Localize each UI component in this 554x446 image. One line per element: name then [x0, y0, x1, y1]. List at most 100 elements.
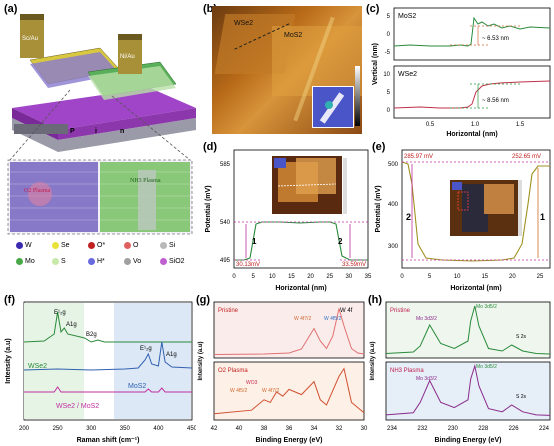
f-wse2-label: WSe2: [28, 363, 47, 370]
panel-label-c: (c): [366, 3, 380, 15]
g-series-line-1: [213, 367, 365, 415]
legend-item-0: W: [16, 242, 32, 249]
ni-au-label: Ni/Au: [120, 54, 135, 60]
d-xticks-label-6: 30: [346, 274, 353, 280]
sc-au-label: Sc/Au: [22, 36, 38, 42]
e-region-2: 2: [406, 212, 411, 222]
c-bottom-ytick-2: 0: [387, 108, 391, 114]
ni-au-contact: [118, 34, 142, 74]
legend-label: W: [25, 242, 32, 249]
legend-label: O: [133, 242, 139, 249]
g-bottom-name: O2 Plasma: [218, 368, 248, 374]
f-xticks-label-2: 300: [86, 426, 97, 432]
f-xticks-label-3: 350: [120, 426, 131, 432]
g-top-sub1: W 4f7/2: [294, 316, 311, 322]
f-e2g-mos2: E¹₂g: [140, 346, 152, 352]
e-xticks-label-1: 5: [428, 274, 432, 280]
c-bottom-ytick-0: 10: [383, 72, 390, 78]
f-a1g-wse2: A1g: [66, 322, 77, 328]
d-ytick-2: 495: [220, 258, 231, 264]
c-xtick-2: 1.5: [516, 122, 525, 128]
panel-a-device-schematic: P i n Sc/Au Ni/Au O2 Plasma NH3 Plasma: [7, 14, 196, 235]
sio2-layer: [12, 88, 196, 130]
n-region-label: n: [120, 128, 124, 135]
legend-swatch: [52, 242, 59, 249]
d-ann-right: 33.59mV: [342, 262, 366, 268]
panel-e-kpfm-profile: 2 1 285.97 mV 252.65 mV 500 400 300 0 5 10…: [375, 149, 551, 292]
h-series-line-1: [385, 364, 551, 416]
legend-item-7: H*: [88, 258, 105, 265]
f-mos2-label: MoS2: [128, 383, 146, 390]
legend-item-9: SiO2: [160, 258, 185, 265]
e-region-1: 1: [540, 212, 545, 222]
h-xticks-label-4: 226: [509, 426, 520, 432]
h-bottom-mo52: Mo 3d5/2: [476, 364, 497, 370]
legend-label: Si: [169, 242, 176, 249]
b-inset: [312, 86, 354, 128]
d-xticks-label-5: 25: [326, 274, 333, 280]
legend-label: Se: [61, 242, 70, 249]
panel-d-kpfm-profile: 1 2 30.13mV 33.59mV 585 540 495 0 5 10 15 20…: [205, 149, 372, 292]
d-ytick-1: 540: [220, 220, 231, 226]
g-bottom-sub3: W 4f7/2: [262, 388, 279, 394]
h-bottom-axes: [385, 361, 551, 421]
d-xticks-label-2: 10: [269, 274, 276, 280]
legend-swatch: [124, 258, 131, 265]
c-bottom-ytick-1: 5: [387, 90, 391, 96]
g-bottom-sub1: WO3: [246, 380, 258, 386]
c-top-annotation: ~ 6.53 nm: [482, 36, 509, 42]
h-xticks-label-5: 224: [539, 426, 550, 432]
d-xticks-label-3: 15: [288, 274, 295, 280]
legend-label: SiO2: [169, 258, 185, 265]
h-bottom-name: NH3 Plasma: [390, 368, 424, 374]
h-xticks-label-3: 228: [478, 426, 489, 432]
f-ylabel: Intensity (a.u): [5, 338, 12, 384]
d-xlabel: Horizontal (nm): [275, 285, 326, 292]
c-wse2-trace: [393, 80, 551, 109]
d-potential-trace: [234, 221, 368, 261]
panel-label-g: (g): [196, 294, 211, 306]
e-xticks-label-3: 15: [481, 274, 488, 280]
i-region-label: i: [95, 128, 97, 135]
f-xticks-label-4: 400: [153, 426, 164, 432]
legend-swatch: [160, 258, 167, 265]
e-xticks-label-5: 25: [537, 274, 544, 280]
panel-label-a: (a): [4, 3, 18, 15]
b-wse2-label: WSe2: [234, 20, 254, 27]
e-ann-right: 252.65 mV: [512, 154, 541, 160]
g-top-name: Pristine: [218, 308, 239, 314]
g-bottom-axes: [213, 361, 365, 421]
h-ylabel: Intensity (a.u): [370, 341, 376, 380]
panel-f-raman: WSe2 MoS2 WSe2 / MoS2 E¹₂g A1g B2g E¹₂g …: [5, 301, 196, 444]
panel-label-e: (e): [372, 141, 386, 153]
c-bottom-annotation: ~ 8.56 nm: [482, 98, 509, 104]
c-top-ytick-0: 5: [387, 14, 391, 20]
c-bottom-name: WSe2: [398, 71, 417, 78]
p-region-label: P: [70, 128, 75, 135]
h-top-mo52: Mo 3d5/2: [476, 304, 497, 310]
c-xlabel: Horizontal (nm): [446, 131, 497, 138]
legend-swatch: [16, 258, 23, 265]
h-top-s2s: S 2s: [516, 334, 527, 340]
f-series-line-0: [23, 311, 192, 343]
panel-label-d: (d): [203, 141, 218, 153]
f-het-label: WSe2 / MoS2: [56, 403, 99, 410]
legend-item-2: O*: [88, 242, 105, 249]
h-series-line-0: [385, 305, 551, 355]
f-series-line-2: [24, 386, 192, 393]
g-series-line-0: [213, 308, 365, 355]
legend-swatch: [16, 242, 23, 249]
c-top-name: MoS2: [398, 13, 416, 20]
h-xlabel: Binding Energy (eV): [435, 437, 502, 444]
e-potential-trace: [401, 161, 550, 262]
legend-swatch: [52, 258, 59, 265]
panel-b-afm-image: WSe2 MoS2: [212, 6, 362, 134]
si-substrate: [12, 118, 196, 152]
e-ytick-2: 300: [388, 244, 399, 250]
e-ytick-0: 500: [388, 162, 399, 168]
h-top-name: Pristine: [390, 308, 411, 314]
legend-item-5: Mo: [16, 258, 35, 265]
g-xticks-label-4: 34: [311, 426, 318, 432]
g-bottom-sub2: W 4f5/2: [230, 388, 247, 394]
g-top-sub2: W 4f5/2: [324, 316, 341, 322]
